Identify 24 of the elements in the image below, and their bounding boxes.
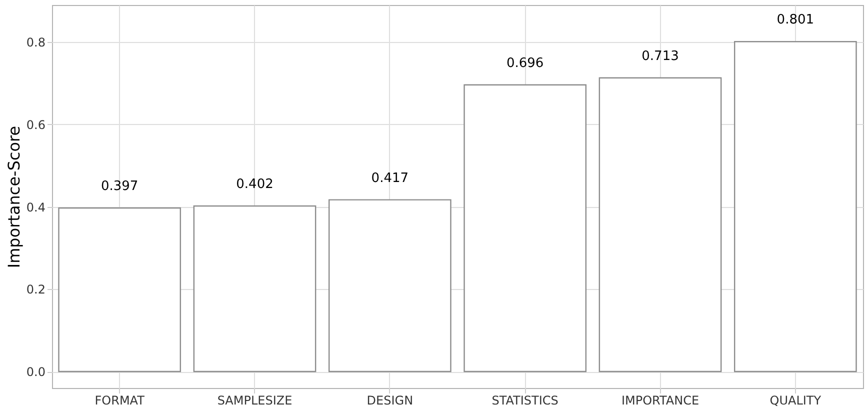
- bar: [193, 205, 316, 372]
- bar: [464, 84, 587, 372]
- data-label: 0.417: [371, 170, 409, 186]
- data-label: 0.713: [642, 48, 679, 64]
- y-tick-label: 0.6: [26, 118, 46, 132]
- bar: [598, 77, 722, 372]
- x-tick-label: SAMPLESIZE: [217, 394, 292, 408]
- y-axis-title: Importance-Score: [4, 126, 24, 268]
- y-tick-label: 0.2: [26, 282, 46, 297]
- x-tick-label: STATISTICS: [492, 394, 558, 408]
- bar: [734, 41, 857, 372]
- y-tick-label: 0.8: [26, 36, 46, 50]
- data-label: 0.696: [506, 56, 544, 71]
- x-tick-label: DESIGN: [366, 394, 414, 408]
- x-tick-label: QUALITY: [770, 394, 822, 408]
- x-tick-label: IMPORTANCE: [621, 394, 700, 408]
- y-tick-label: 0.4: [26, 200, 46, 214]
- y-tick-label: 0.0: [26, 365, 46, 380]
- x-tick-label: FORMAT: [94, 394, 146, 408]
- data-label: 0.801: [776, 12, 814, 28]
- data-label: 0.397: [100, 179, 138, 194]
- data-label: 0.402: [236, 176, 274, 192]
- bar: [328, 199, 452, 372]
- bar: [58, 207, 182, 372]
